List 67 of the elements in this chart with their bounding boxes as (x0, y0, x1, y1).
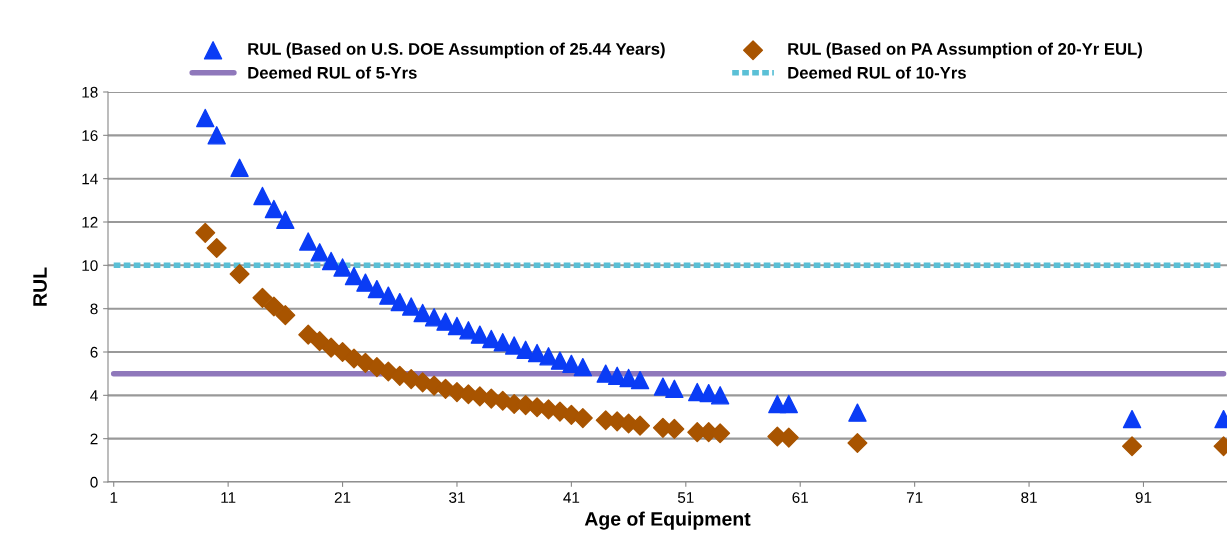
x-tick-label: 31 (449, 492, 465, 503)
x-tick-label: 1 (110, 492, 118, 503)
y-tick-label: 16 (82, 130, 98, 142)
point (402, 297, 421, 316)
x-tick-label: 71 (906, 492, 923, 503)
x-tick-label: 51 (677, 492, 694, 503)
y-tick-label: 10 (82, 260, 98, 272)
y-tick-label: 8 (90, 303, 98, 315)
point (504, 336, 524, 355)
legend-label: RUL (Based on PA Assumption of 20-Yr EUL) (788, 42, 1142, 59)
point (195, 222, 216, 243)
x-tick-label: 11 (221, 492, 236, 503)
point (252, 287, 273, 308)
point (196, 108, 215, 128)
point (207, 126, 226, 145)
y-tick-label: 0 (90, 476, 98, 488)
point (573, 357, 593, 377)
y-tick-label: 4 (90, 390, 98, 401)
point (230, 158, 249, 178)
point (572, 408, 593, 429)
x-tick-label: 91 (1135, 492, 1152, 503)
point (447, 316, 467, 336)
point (482, 329, 501, 349)
point (665, 379, 684, 399)
y-tick-label: 6 (90, 346, 98, 358)
point (379, 286, 398, 305)
point (630, 415, 651, 436)
point (1122, 409, 1142, 429)
y-tick-label: 2 (90, 433, 98, 445)
point (263, 296, 284, 317)
point (424, 308, 444, 327)
point (253, 186, 272, 206)
legend-label: Deemed RUL of 10-Yrs (788, 66, 966, 79)
point (413, 303, 432, 323)
point (539, 347, 558, 366)
point (1122, 436, 1143, 457)
point (276, 210, 295, 230)
point (459, 321, 478, 340)
legend-label: RUL (Based on U.S. DOE Assumption of 25.44 Years) (248, 42, 665, 59)
point (630, 370, 650, 390)
x-axis-title: Age of Equipment (584, 511, 751, 530)
point (367, 279, 387, 299)
point (321, 251, 341, 271)
point (299, 232, 318, 251)
point (848, 403, 867, 422)
point (779, 394, 798, 414)
point (206, 237, 227, 259)
point (710, 386, 730, 405)
point (436, 312, 455, 331)
point (298, 324, 319, 345)
point (356, 273, 375, 292)
point (229, 263, 250, 285)
legend-label: Deemed RUL of 5-Yrs (248, 66, 417, 79)
point (344, 266, 364, 286)
x-tick-label: 81 (1021, 492, 1037, 503)
x-tick-label: 21 (334, 492, 351, 503)
x-tick-label: 61 (792, 492, 808, 503)
y-tick-label: 12 (82, 216, 98, 228)
point (264, 199, 284, 219)
x-tick-label: 41 (563, 492, 580, 503)
y-tick-label: 14 (82, 173, 98, 185)
point (275, 305, 296, 326)
point (333, 258, 352, 277)
point (310, 243, 329, 262)
point (847, 432, 868, 454)
y-tick-label: 18 (82, 86, 98, 98)
y-axis-title: RUL (33, 267, 47, 306)
